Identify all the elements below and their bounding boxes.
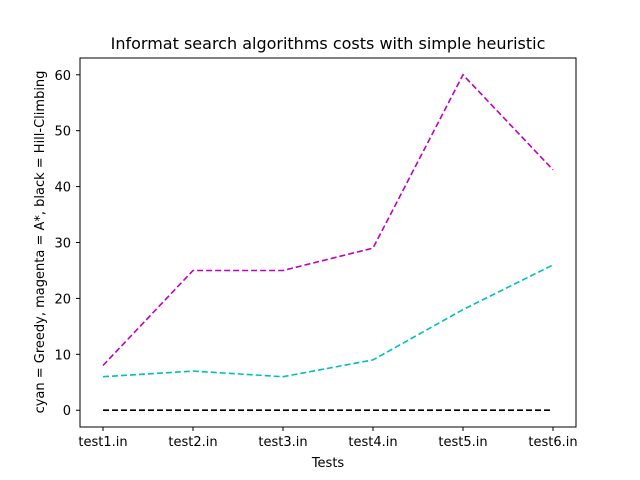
plot-frame bbox=[79, 57, 577, 428]
y-tick-label-10: 10 bbox=[54, 348, 71, 363]
y-axis: 0 10 20 30 40 50 60 bbox=[54, 69, 80, 419]
chart-title: Informat search algorithms costs with si… bbox=[111, 34, 546, 53]
x-tick-label-test2-in: test2.in bbox=[168, 435, 217, 450]
y-tick-label-50: 50 bbox=[54, 125, 71, 140]
x-axis: test1.in test2.in test3.in test4.in test5.in… bbox=[78, 427, 578, 450]
x-tick-label-test6-in: test6.in bbox=[528, 435, 577, 450]
x-tick-label-test1-in: test1.in bbox=[78, 435, 127, 450]
y-tick-label-60: 60 bbox=[54, 69, 71, 84]
y-tick-label-20: 20 bbox=[54, 292, 71, 307]
x-axis-label: Tests bbox=[311, 456, 345, 471]
plot-area bbox=[79, 57, 577, 428]
y-tick-label-0: 0 bbox=[63, 404, 71, 419]
x-tick-label-test5-in: test5.in bbox=[438, 435, 487, 450]
y-axis-label: cyan = Greedy, magenta = A*, black = Hil… bbox=[33, 71, 48, 414]
y-tick-label-40: 40 bbox=[54, 181, 71, 196]
series-layer bbox=[102, 73, 554, 412]
x-tick-label-test3-in: test3.in bbox=[258, 435, 307, 450]
y-tick-label-30: 30 bbox=[54, 237, 71, 252]
series-line-2 bbox=[102, 73, 554, 367]
x-tick-label-test4-in: test4.in bbox=[348, 435, 397, 450]
series-line-1 bbox=[102, 264, 554, 378]
